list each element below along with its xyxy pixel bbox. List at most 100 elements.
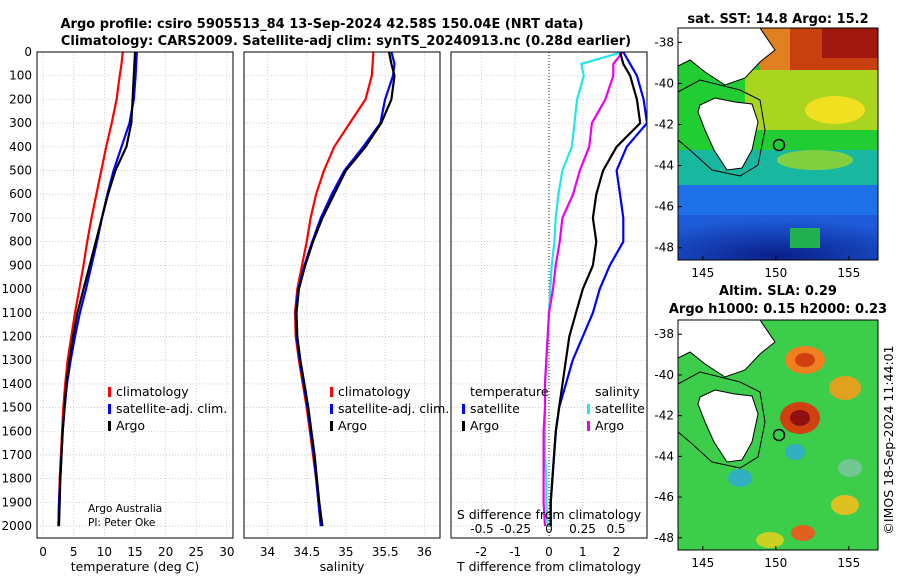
map-lon-label: 145 (691, 556, 714, 570)
salinity-argo-line (295, 52, 396, 527)
s-tick-label: 0 (545, 522, 553, 536)
map-lat-label: -48 (654, 531, 674, 545)
x-tick-label: 34 (260, 545, 275, 559)
x-tick-label: -1 (509, 545, 521, 559)
temperature-panel: 0 5 10 15 20 25 300100200300400500600700800900… (1, 45, 234, 574)
legend-label-s-satellite: satellite (595, 401, 645, 416)
legend-swatch-climatology-s (330, 387, 333, 397)
x-tick-label: 34.5 (293, 545, 320, 559)
map-lat-label: -48 (654, 241, 674, 255)
sst-map-ticks: 145 150 155 -38 -40 -42 -44 -46 -48 (654, 35, 860, 280)
salinity-diff-satellite-line (543, 52, 624, 527)
legend-swatch-t-satellite (462, 404, 465, 414)
map-lat-label: -44 (654, 159, 674, 173)
x-tick-label: 0 (39, 545, 47, 559)
figure-title-line2: Climatology: CARS2009. Satellite-adj cli… (61, 34, 631, 49)
credit-line1: Argo Australia (88, 503, 162, 515)
legend-label-climatology: climatology (116, 384, 189, 399)
legend-swatch-argo-s (330, 421, 333, 431)
sla-map-ticks: 145 150 155 -38 -40 -42 -44 -46 -48 (654, 327, 860, 570)
y-tick-label: 1400 (1, 377, 32, 391)
legend-label-satellite-adj-s: satellite-adj. clim. (338, 401, 449, 416)
x-tick-label: 2 (613, 545, 621, 559)
x-tick-label: 1 (579, 545, 587, 559)
y-tick-label: 1900 (1, 495, 32, 509)
sst-map-frame (677, 27, 879, 261)
sla-profile-marker (772, 428, 786, 442)
map-lon-label: 145 (691, 266, 714, 280)
legend-label-t-argo: Argo (470, 418, 499, 433)
legend-label-s-argo: Argo (595, 418, 624, 433)
y-tick-label: 0 (24, 45, 32, 59)
temperature-argo-line (57, 52, 137, 527)
map-lat-label: -46 (654, 490, 674, 504)
sla-map-title-line2: Argo h1000: 0.15 h2000: 0.23 (669, 302, 887, 317)
y-tick-label: 1200 (1, 329, 32, 343)
temperature-axes-frame (36, 51, 234, 539)
x-tick-label: 35 (338, 545, 353, 559)
y-tick-label: 400 (9, 140, 32, 154)
legend-t-title: temperature (470, 384, 549, 399)
legend-label-climatology-s: climatology (338, 384, 411, 399)
temperature-ticks: 0 5 10 15 20 25 300100200300400500600700800900… (1, 45, 234, 559)
salinity-legend: climatology satellite-adj. clim. Argo (330, 384, 449, 433)
s-tick-label: -0.25 (500, 522, 531, 536)
map-lat-label: -42 (654, 409, 674, 423)
map-lat-label: -40 (654, 76, 674, 90)
legend-label-argo-s: Argo (338, 418, 367, 433)
difference-series (542, 52, 647, 527)
salinity-axes-frame (243, 51, 441, 539)
sst-map-title: sat. SST: 14.8 Argo: 15.2 (687, 12, 868, 27)
difference-xlabel: T difference from climatology (456, 559, 642, 574)
temperature-climatology-line (57, 52, 124, 527)
temperature-legend: climatology satellite-adj. clim. Argo (108, 384, 227, 433)
sla-map-panel: Altim. SLA: 0.29 Argo h1000: 0.15 h2000:… (654, 284, 887, 570)
sst-map-image (678, 28, 878, 260)
legend-swatch-satellite-adj (108, 404, 111, 414)
salinity-panel: 34 34.5 35 35.5 36 salinity climatology sate… (243, 51, 449, 574)
sla-map-title-line1: Altim. SLA: 0.29 (719, 284, 837, 299)
legend-s-title: salinity (595, 384, 640, 399)
salinity-diff-argo-line (542, 52, 624, 527)
imos-stamp: ©IMOS 18-Sep-2024 11:44:01 (881, 345, 896, 534)
y-tick-label: 2000 (1, 519, 32, 533)
map-lon-label: 155 (837, 556, 860, 570)
legend-label-argo: Argo (116, 418, 145, 433)
x-tick-label: -2 (475, 545, 487, 559)
temperature-xlabel: temperature (deg C) (71, 559, 200, 574)
salinity-grid (244, 51, 440, 538)
y-tick-label: 1000 (1, 282, 32, 296)
legend-label-t-satellite: satellite (470, 401, 520, 416)
y-tick-label: 500 (9, 164, 32, 178)
temperature-series (57, 52, 138, 527)
map-lat-label: -40 (654, 368, 674, 382)
legend-label-satellite-adj: satellite-adj. clim. (116, 401, 227, 416)
sst-map-panel: sat. SST: 14.8 Argo: 15.2 145 150 155 -38 -4… (654, 12, 879, 280)
difference-ticks: -2 -1 0 1 2 -0.5 -0.25 0 0.25 0.5 (470, 522, 625, 559)
difference-panel: -2 -1 0 1 2 -0.5 -0.25 0 0.25 0.5 T difference fr… (450, 51, 648, 574)
legend-swatch-s-argo (587, 421, 590, 431)
y-tick-label: 1300 (1, 353, 32, 367)
salinity-series (293, 52, 396, 527)
salinity-ticks: 34 34.5 35 35.5 36 (260, 545, 432, 559)
legend-swatch-climatology (108, 387, 111, 397)
legend-swatch-t-argo (462, 421, 465, 431)
x-tick-label: 25 (189, 545, 204, 559)
map-lat-label: -38 (654, 35, 674, 49)
map-lat-label: -44 (654, 449, 674, 463)
map-lon-label: 150 (764, 266, 787, 280)
y-tick-label: 800 (9, 235, 32, 249)
y-tick-label: 700 (9, 211, 32, 225)
y-tick-label: 900 (9, 258, 32, 272)
temperature-grid (37, 51, 233, 538)
legend-swatch-argo (108, 421, 111, 431)
y-tick-label: 1500 (1, 401, 32, 415)
s-tick-label: -0.5 (470, 522, 493, 536)
legend-swatch-s-satellite (587, 404, 590, 414)
sst-profile-marker (772, 138, 786, 152)
difference-xlabel-top: S difference from climatology (457, 507, 642, 522)
x-tick-label: 15 (127, 545, 142, 559)
y-tick-label: 1700 (1, 448, 32, 462)
y-tick-label: 1600 (1, 424, 32, 438)
map-lat-label: -46 (654, 200, 674, 214)
